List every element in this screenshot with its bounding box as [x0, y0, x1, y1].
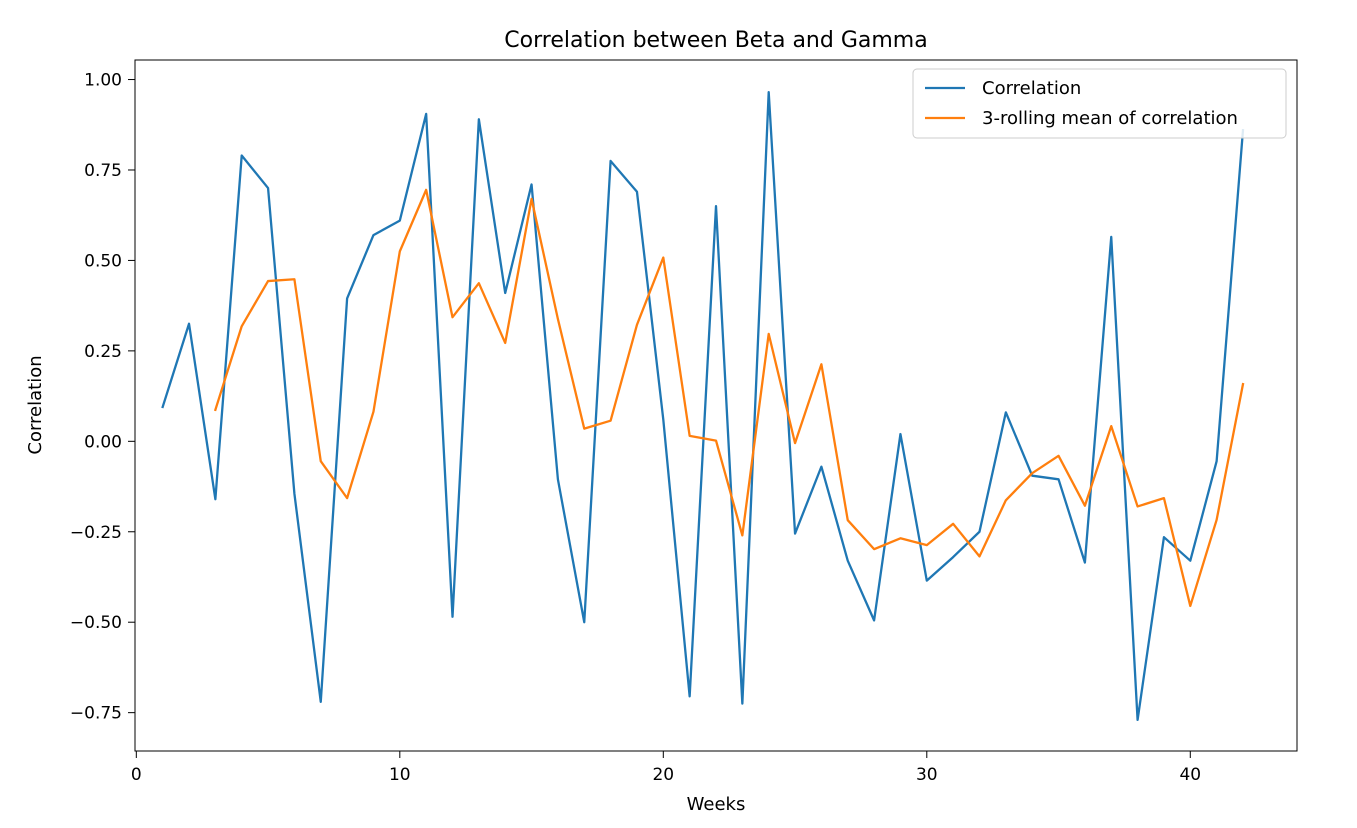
x-tick-label: 30	[916, 765, 938, 785]
y-axis-ticks: −0.75 −0.50 −0.25 0.00 0.25 0.50 0.75 1.00	[70, 71, 135, 724]
y-tick-label: 0.50	[84, 251, 122, 271]
y-axis-label: Correlation	[25, 355, 46, 454]
x-axis-label: Weeks	[687, 794, 746, 815]
y-tick-label: −0.50	[70, 613, 122, 633]
x-axis-ticks: 0 10 20 30 40	[131, 751, 1201, 785]
y-tick-label: 0.25	[84, 342, 122, 362]
legend-label-correlation: Correlation	[982, 78, 1081, 99]
plot-frame	[134, 59, 1298, 752]
y-tick-label: 1.00	[84, 71, 122, 91]
x-tick-label: 0	[131, 765, 142, 785]
x-tick-label: 40	[1179, 765, 1201, 785]
y-tick-label: −0.25	[70, 523, 122, 543]
legend-label-rolling-mean: 3-rolling mean of correlation	[982, 108, 1238, 129]
series-line-correlation	[161, 91, 1245, 722]
series-lines	[161, 91, 1245, 722]
chart-title: Correlation between Beta and Gamma	[504, 28, 927, 53]
x-tick-label: 20	[652, 765, 674, 785]
series-line-rolling-mean	[213, 188, 1245, 608]
plot-area	[134, 59, 1298, 752]
y-tick-label: −0.75	[70, 704, 122, 724]
y-tick-label: 0.00	[84, 432, 122, 452]
legend-box	[912, 68, 1287, 139]
x-tick-label: 10	[389, 765, 411, 785]
legend: Correlation 3-rolling mean of correlatio…	[912, 68, 1287, 139]
y-tick-label: 0.75	[84, 161, 122, 181]
